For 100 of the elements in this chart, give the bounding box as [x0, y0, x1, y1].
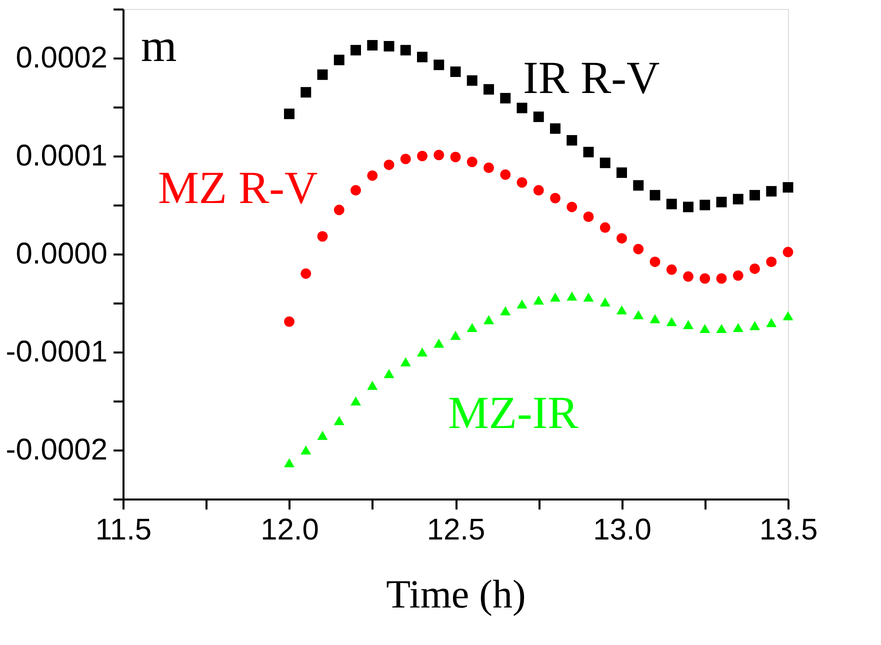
point	[400, 154, 411, 164]
point	[732, 194, 744, 204]
point	[284, 316, 294, 327]
point	[716, 196, 727, 208]
point	[450, 330, 461, 340]
point	[782, 182, 794, 193]
point	[566, 135, 578, 146]
point	[450, 66, 461, 77]
series-label: MZ R-V	[158, 162, 318, 213]
point	[484, 84, 494, 95]
annotation: m	[141, 20, 177, 71]
point	[633, 180, 644, 191]
point	[766, 256, 777, 268]
point	[300, 445, 312, 455]
point	[334, 204, 344, 216]
point	[683, 202, 694, 212]
point	[417, 150, 428, 162]
series-label: IR R-V	[523, 52, 660, 103]
point	[633, 244, 644, 254]
point	[300, 268, 312, 279]
x-tick-label: 12.5	[426, 514, 486, 546]
point	[666, 317, 677, 326]
point	[633, 310, 644, 320]
point	[732, 270, 744, 281]
point	[782, 246, 794, 258]
point	[417, 347, 428, 357]
point	[434, 60, 444, 70]
point	[367, 40, 378, 51]
point	[434, 150, 444, 160]
point	[500, 306, 511, 316]
point	[750, 263, 760, 274]
point	[650, 190, 660, 200]
point	[700, 200, 710, 210]
point	[666, 198, 677, 210]
x-tick-label: 12.0	[260, 514, 319, 546]
point	[500, 169, 511, 180]
point	[683, 271, 694, 282]
point	[516, 177, 528, 188]
point	[466, 75, 478, 86]
point	[466, 156, 478, 168]
point	[766, 186, 777, 197]
point	[334, 54, 344, 66]
point	[566, 292, 578, 301]
point	[516, 102, 528, 114]
y-tick-label: 0.0000	[16, 238, 108, 270]
series-label: MZ-IR	[448, 387, 579, 438]
point	[750, 190, 760, 200]
point	[732, 322, 744, 332]
point	[334, 416, 344, 426]
point	[384, 160, 394, 170]
point	[400, 357, 411, 366]
point	[284, 458, 294, 468]
y-tick-label: 0.0002	[16, 42, 108, 74]
point	[650, 256, 660, 268]
point	[583, 212, 594, 222]
point	[666, 264, 677, 275]
point	[583, 146, 594, 158]
point	[367, 380, 378, 390]
point	[500, 92, 511, 104]
point	[484, 162, 494, 173]
point	[683, 320, 694, 330]
point	[700, 273, 710, 284]
point	[550, 192, 560, 204]
point	[550, 123, 560, 134]
point	[516, 299, 528, 309]
point	[700, 324, 710, 334]
point	[600, 297, 610, 307]
point	[583, 292, 594, 302]
point	[533, 296, 544, 305]
point	[782, 311, 794, 320]
y-tick-label: 0.0001	[16, 140, 108, 172]
point	[533, 112, 544, 122]
point	[616, 233, 627, 244]
point	[716, 324, 727, 334]
point	[350, 44, 361, 56]
point	[417, 52, 428, 62]
point	[750, 321, 760, 330]
point	[550, 292, 560, 302]
point	[317, 69, 328, 80]
point	[434, 338, 444, 348]
point	[616, 305, 627, 314]
point	[300, 87, 312, 98]
x-tick-label: 13.5	[759, 514, 818, 546]
point	[466, 322, 478, 332]
point	[384, 369, 394, 378]
point	[716, 273, 727, 284]
x-tick-label: 11.5	[95, 514, 152, 546]
point	[350, 396, 361, 406]
point	[533, 185, 544, 196]
point	[367, 170, 378, 181]
point	[317, 430, 328, 440]
point	[317, 231, 328, 242]
point	[650, 314, 660, 324]
point	[284, 108, 294, 120]
point	[400, 44, 411, 56]
point	[766, 318, 777, 328]
point	[566, 202, 578, 212]
y-tick-label: -0.0002	[6, 434, 108, 466]
point	[350, 185, 361, 196]
point	[384, 40, 394, 52]
